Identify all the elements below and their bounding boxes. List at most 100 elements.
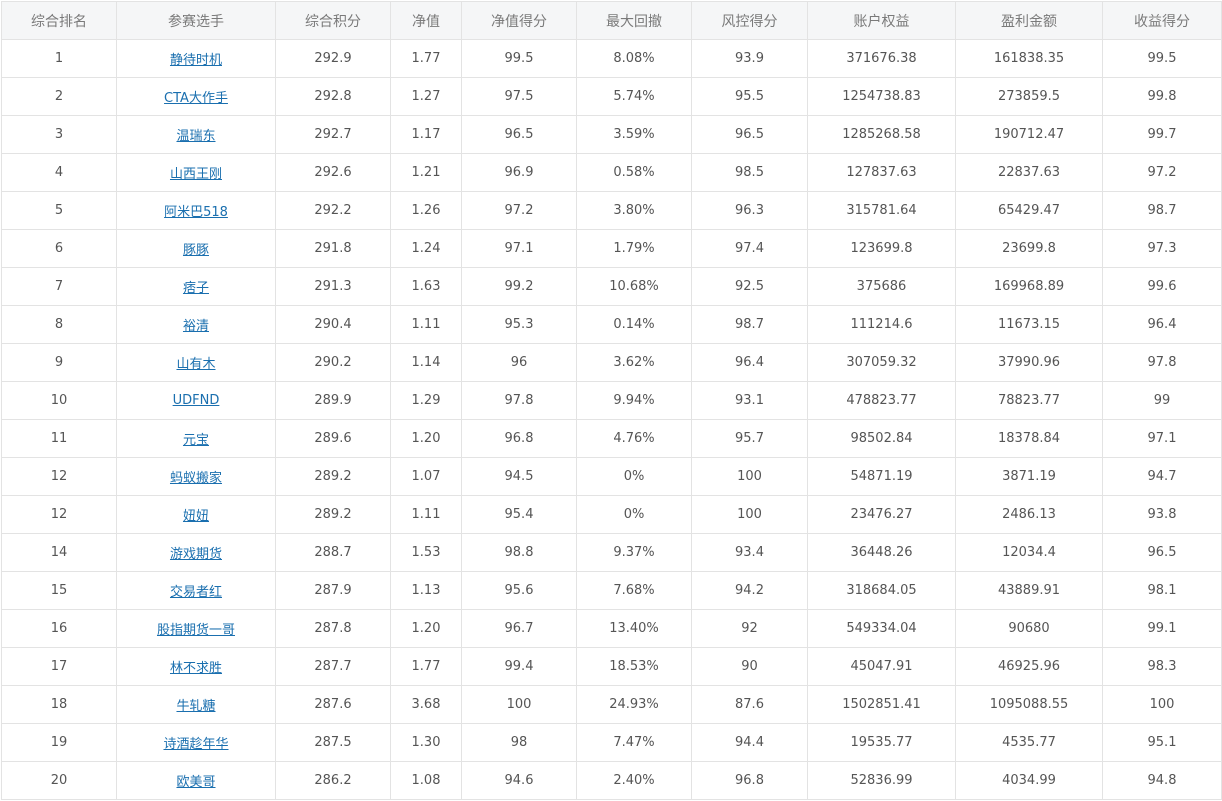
player-link[interactable]: 游戏期货 [169, 547, 222, 562]
rank-cell: 8 [1, 305, 117, 344]
table-row: 14 游戏期货 288.7 1.53 98.8 9.37% 93.4 36448.26 1203… [1, 533, 1222, 572]
player-link[interactable]: 林不求胜 [169, 661, 222, 676]
player-link[interactable]: 温瑞东 [176, 129, 216, 144]
drawdown-cell: 10.68% [576, 267, 692, 306]
nav-score-cell: 97.5 [461, 77, 577, 116]
player-link[interactable]: 山西王刚 [169, 167, 222, 182]
return-score-cell: 97.3 [1102, 229, 1222, 268]
risk-score-cell: 94.2 [691, 571, 808, 610]
profit-cell: 161838.35 [955, 39, 1103, 78]
drawdown-cell: 13.40% [576, 609, 692, 648]
profit-cell: 4535.77 [955, 723, 1103, 762]
score-cell: 292.8 [275, 77, 391, 116]
rank-cell: 15 [1, 571, 117, 610]
equity-cell: 127837.63 [807, 153, 956, 192]
table-row: 8 裕清 290.4 1.11 95.3 0.14% 98.7 111214.6 11673.1… [1, 305, 1222, 344]
table-row: 3 温瑞东 292.7 1.17 96.5 3.59% 96.5 1285268.58 1907… [1, 115, 1222, 154]
table-row: 15 交易者红 287.9 1.13 95.6 7.68% 94.2 318684.05 438… [1, 571, 1222, 610]
profit-cell: 12034.4 [955, 533, 1103, 572]
nav-score-cell: 94.6 [461, 761, 577, 800]
risk-score-cell: 96.8 [691, 761, 808, 800]
rank-cell: 19 [1, 723, 117, 762]
equity-cell: 315781.64 [807, 191, 956, 230]
profit-cell: 11673.15 [955, 305, 1103, 344]
return-score-cell: 96.4 [1102, 305, 1222, 344]
player-link[interactable]: 静待时机 [169, 53, 222, 68]
return-score-cell: 97.8 [1102, 343, 1222, 382]
score-cell: 292.7 [275, 115, 391, 154]
nav-cell: 1.77 [390, 647, 462, 686]
nav-cell: 1.63 [390, 267, 462, 306]
rank-cell: 14 [1, 533, 117, 572]
player-link[interactable]: UDFND [172, 393, 220, 408]
drawdown-cell: 4.76% [576, 419, 692, 458]
player-cell: 诗酒趁年华 [116, 723, 276, 762]
profit-cell: 78823.77 [955, 381, 1103, 420]
player-link[interactable]: 牛轧糖 [176, 699, 216, 714]
player-link[interactable]: 诗酒趁年华 [163, 737, 229, 752]
table-header-row: 综合排名 参赛选手 综合积分 净值 净值得分 最大回撤 风控得分 账户权益 盈利金额 收益得分 [1, 1, 1222, 40]
risk-score-cell: 90 [691, 647, 808, 686]
nav-cell: 1.53 [390, 533, 462, 572]
player-cell: 元宝 [116, 419, 276, 458]
drawdown-cell: 7.68% [576, 571, 692, 610]
player-link[interactable]: 裕清 [182, 319, 209, 334]
equity-cell: 45047.91 [807, 647, 956, 686]
profit-cell: 43889.91 [955, 571, 1103, 610]
rank-cell: 7 [1, 267, 117, 306]
score-cell: 292.9 [275, 39, 391, 78]
player-link[interactable]: 痞子 [182, 281, 209, 296]
return-score-cell: 99.1 [1102, 609, 1222, 648]
profit-cell: 46925.96 [955, 647, 1103, 686]
return-score-cell: 94.8 [1102, 761, 1222, 800]
risk-score-cell: 93.9 [691, 39, 808, 78]
risk-score-cell: 92.5 [691, 267, 808, 306]
drawdown-cell: 0% [576, 457, 692, 496]
player-link[interactable]: 豚豚 [182, 243, 209, 258]
drawdown-cell: 8.08% [576, 39, 692, 78]
drawdown-cell: 3.80% [576, 191, 692, 230]
player-cell: 山有木 [116, 343, 276, 382]
player-link[interactable]: 交易者红 [169, 585, 222, 600]
nav-score-cell: 99.4 [461, 647, 577, 686]
nav-score-cell: 99.2 [461, 267, 577, 306]
equity-cell: 1502851.41 [807, 685, 956, 724]
score-cell: 287.5 [275, 723, 391, 762]
nav-score-cell: 94.5 [461, 457, 577, 496]
player-link[interactable]: 山有木 [176, 357, 216, 372]
player-link[interactable]: 元宝 [182, 433, 209, 448]
player-link[interactable]: 阿米巴518 [164, 205, 228, 220]
risk-score-cell: 95.5 [691, 77, 808, 116]
nav-score-cell: 96.8 [461, 419, 577, 458]
return-score-cell: 93.8 [1102, 495, 1222, 534]
nav-score-cell: 96.5 [461, 115, 577, 154]
drawdown-cell: 0.58% [576, 153, 692, 192]
player-header: 参赛选手 [116, 1, 276, 40]
profit-cell: 4034.99 [955, 761, 1103, 800]
player-link[interactable]: 蚂蚁搬家 [169, 471, 222, 486]
table-row: 17 林不求胜 287.7 1.77 99.4 18.53% 90 45047.91 46925… [1, 647, 1222, 686]
drawdown-cell: 24.93% [576, 685, 692, 724]
player-link[interactable]: 欧美哥 [176, 775, 216, 790]
player-link[interactable]: 股指期货一哥 [156, 623, 235, 638]
score-cell: 287.9 [275, 571, 391, 610]
rank-cell: 3 [1, 115, 117, 154]
nav-cell: 1.07 [390, 457, 462, 496]
return-score-cell: 100 [1102, 685, 1222, 724]
rank-cell: 12 [1, 495, 117, 534]
nav-cell: 3.68 [390, 685, 462, 724]
table-row: 6 豚豚 291.8 1.24 97.1 1.79% 97.4 123699.8 23699.8… [1, 229, 1222, 268]
return-score-cell: 99 [1102, 381, 1222, 420]
drawdown-cell: 0% [576, 495, 692, 534]
nav-score-header: 净值得分 [461, 1, 577, 40]
score-cell: 288.7 [275, 533, 391, 572]
player-link[interactable]: 妞妞 [182, 509, 209, 524]
nav-score-cell: 98 [461, 723, 577, 762]
player-link[interactable]: CTA大作手 [164, 91, 228, 106]
player-cell: UDFND [116, 381, 276, 420]
profit-cell: 22837.63 [955, 153, 1103, 192]
rank-cell: 18 [1, 685, 117, 724]
rank-cell: 11 [1, 419, 117, 458]
nav-score-cell: 97.8 [461, 381, 577, 420]
nav-score-cell: 95.4 [461, 495, 577, 534]
